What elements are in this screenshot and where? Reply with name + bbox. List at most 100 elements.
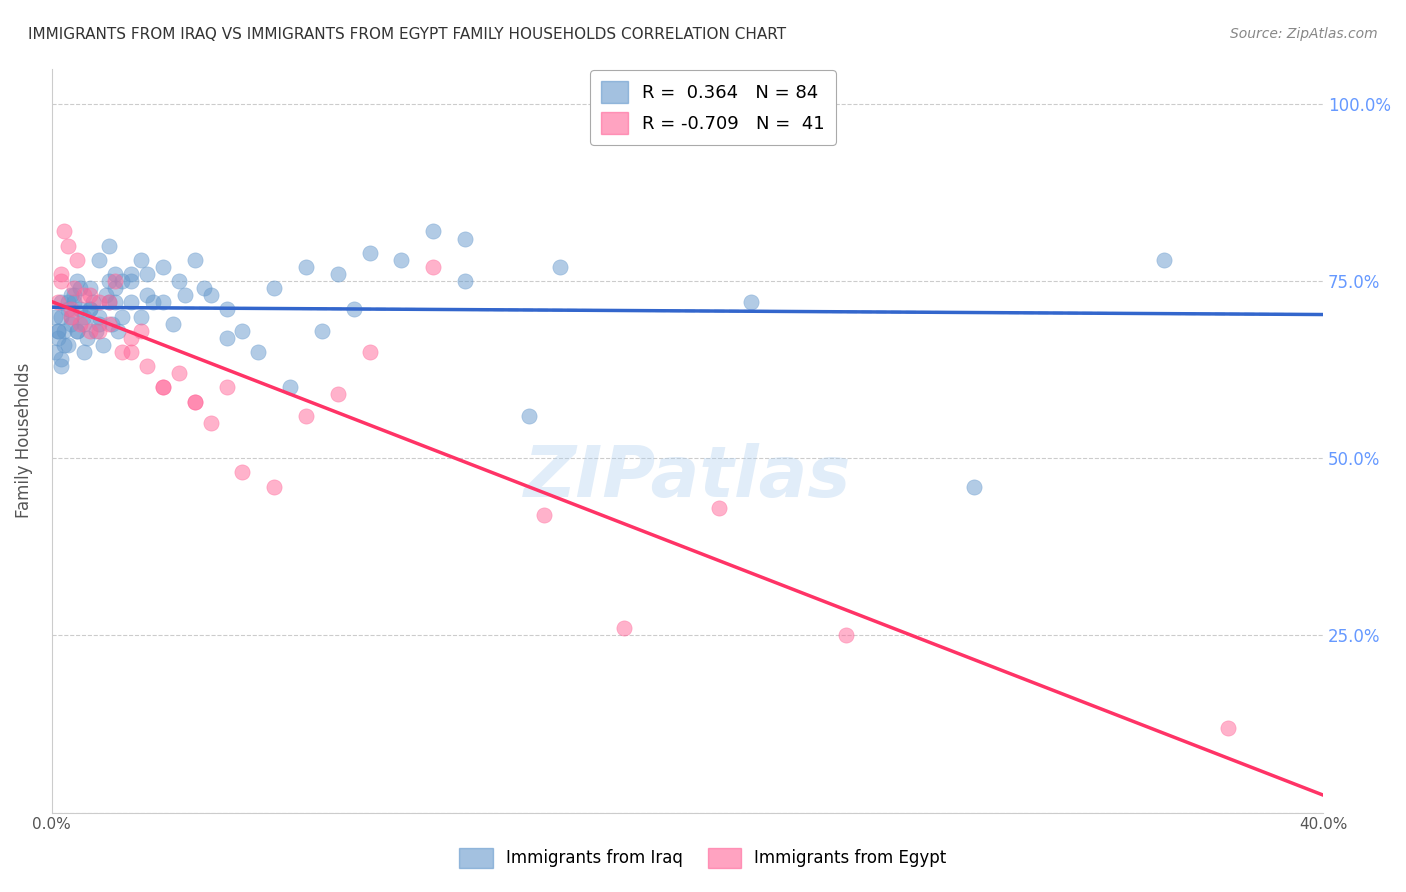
Point bbox=[104, 281, 127, 295]
Point bbox=[94, 288, 117, 302]
Point bbox=[63, 295, 86, 310]
Point bbox=[51, 310, 73, 324]
Point bbox=[359, 345, 381, 359]
Point bbox=[56, 238, 79, 252]
Point bbox=[215, 331, 238, 345]
Text: Source: ZipAtlas.com: Source: ZipAtlas.com bbox=[1230, 27, 1378, 41]
Point bbox=[51, 359, 73, 373]
Point bbox=[120, 267, 142, 281]
Point bbox=[129, 310, 152, 324]
Point bbox=[79, 324, 101, 338]
Point bbox=[56, 302, 79, 317]
Point bbox=[517, 409, 540, 423]
Point bbox=[184, 394, 207, 409]
Point bbox=[174, 288, 197, 302]
Point bbox=[231, 466, 253, 480]
Point bbox=[51, 267, 73, 281]
Point bbox=[107, 324, 129, 338]
Point bbox=[56, 338, 79, 352]
Point bbox=[193, 281, 215, 295]
Point bbox=[1216, 721, 1239, 735]
Point bbox=[82, 295, 104, 310]
Point bbox=[215, 302, 238, 317]
Point bbox=[111, 274, 134, 288]
Point bbox=[111, 310, 134, 324]
Point bbox=[389, 252, 412, 267]
Point bbox=[454, 231, 477, 245]
Point bbox=[550, 260, 572, 274]
Point bbox=[111, 345, 134, 359]
Point bbox=[44, 310, 66, 324]
Point bbox=[51, 274, 73, 288]
Point bbox=[184, 394, 207, 409]
Point bbox=[422, 260, 444, 274]
Point bbox=[167, 366, 190, 380]
Text: ZIPatlas: ZIPatlas bbox=[524, 443, 851, 512]
Point bbox=[97, 238, 120, 252]
Legend: R =  0.364   N = 84, R = -0.709   N =  41: R = 0.364 N = 84, R = -0.709 N = 41 bbox=[591, 70, 835, 145]
Point bbox=[167, 274, 190, 288]
Point bbox=[97, 295, 120, 310]
Point bbox=[136, 267, 159, 281]
Point bbox=[72, 288, 94, 302]
Point bbox=[326, 267, 349, 281]
Point bbox=[120, 274, 142, 288]
Point bbox=[326, 387, 349, 401]
Point bbox=[46, 324, 69, 338]
Point bbox=[72, 345, 94, 359]
Point bbox=[104, 274, 127, 288]
Point bbox=[69, 302, 91, 317]
Point bbox=[200, 416, 222, 430]
Point bbox=[231, 324, 253, 338]
Point bbox=[51, 295, 73, 310]
Point bbox=[79, 302, 101, 317]
Point bbox=[79, 288, 101, 302]
Point bbox=[66, 274, 89, 288]
Point bbox=[263, 480, 285, 494]
Point bbox=[1153, 252, 1175, 267]
Point bbox=[162, 317, 184, 331]
Point bbox=[740, 295, 762, 310]
Point bbox=[101, 317, 124, 331]
Point bbox=[200, 288, 222, 302]
Point bbox=[343, 302, 366, 317]
Point bbox=[263, 281, 285, 295]
Point bbox=[215, 380, 238, 394]
Point bbox=[56, 295, 79, 310]
Point bbox=[59, 310, 82, 324]
Point bbox=[59, 317, 82, 331]
Point bbox=[311, 324, 333, 338]
Point bbox=[97, 274, 120, 288]
Point bbox=[46, 331, 69, 345]
Point bbox=[51, 352, 73, 367]
Point bbox=[89, 295, 111, 310]
Point bbox=[89, 252, 111, 267]
Point bbox=[69, 281, 91, 295]
Point bbox=[53, 338, 76, 352]
Point bbox=[84, 324, 107, 338]
Point bbox=[136, 359, 159, 373]
Point bbox=[104, 295, 127, 310]
Point bbox=[46, 324, 69, 338]
Point bbox=[152, 380, 174, 394]
Point bbox=[295, 260, 318, 274]
Point bbox=[422, 225, 444, 239]
Point bbox=[89, 324, 111, 338]
Point bbox=[454, 274, 477, 288]
Point bbox=[66, 252, 89, 267]
Point bbox=[613, 621, 636, 635]
Point bbox=[120, 345, 142, 359]
Point bbox=[129, 252, 152, 267]
Point bbox=[69, 317, 91, 331]
Point bbox=[120, 331, 142, 345]
Text: IMMIGRANTS FROM IRAQ VS IMMIGRANTS FROM EGYPT FAMILY HOUSEHOLDS CORRELATION CHAR: IMMIGRANTS FROM IRAQ VS IMMIGRANTS FROM … bbox=[28, 27, 786, 42]
Point bbox=[184, 252, 207, 267]
Point bbox=[89, 310, 111, 324]
Point bbox=[66, 324, 89, 338]
Point bbox=[152, 295, 174, 310]
Point bbox=[59, 310, 82, 324]
Point bbox=[709, 500, 731, 515]
Point bbox=[89, 317, 111, 331]
Point bbox=[72, 310, 94, 324]
Point bbox=[295, 409, 318, 423]
